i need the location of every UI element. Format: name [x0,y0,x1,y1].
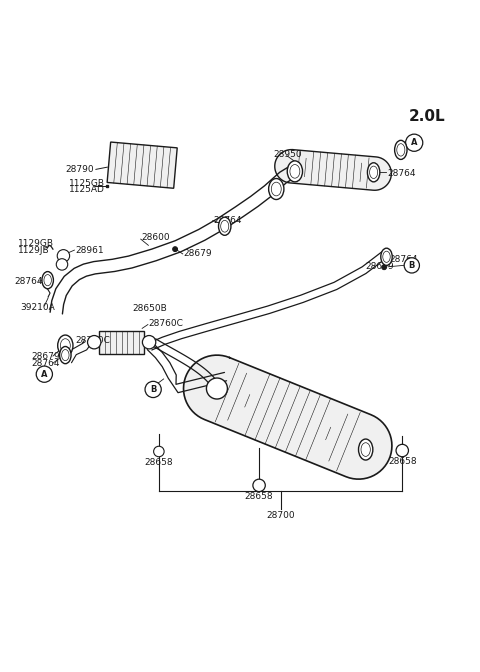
Text: 28764: 28764 [387,169,416,178]
Text: B: B [408,261,415,270]
Text: 28760C: 28760C [75,336,110,345]
Text: 28600: 28600 [141,233,170,242]
Text: 28658: 28658 [144,458,173,466]
Text: A: A [411,138,418,147]
Text: 28961: 28961 [75,245,104,255]
Circle shape [154,446,164,457]
Text: A: A [41,370,48,379]
Circle shape [173,247,178,251]
Ellipse shape [269,179,284,200]
Ellipse shape [44,275,51,286]
Polygon shape [107,142,177,188]
Ellipse shape [367,163,380,182]
Ellipse shape [290,165,300,178]
Text: 28658: 28658 [388,457,417,466]
Text: 2.0L: 2.0L [408,110,445,124]
Ellipse shape [359,439,373,460]
Text: 28658: 28658 [245,492,274,501]
Polygon shape [275,150,391,190]
Text: 28679: 28679 [31,351,60,361]
Circle shape [57,249,70,262]
Ellipse shape [397,144,405,156]
Text: 28760C: 28760C [148,319,183,328]
Text: B: B [150,385,156,394]
Text: 28764: 28764 [214,216,242,225]
Text: 1129JB: 1129JB [18,245,50,255]
Polygon shape [99,331,144,353]
Ellipse shape [60,347,71,364]
Text: 1125GB: 1125GB [69,179,105,187]
Ellipse shape [218,217,231,235]
Ellipse shape [370,166,378,179]
Text: 28764: 28764 [31,359,60,368]
Text: 1129GB: 1129GB [18,239,54,249]
Text: 28679: 28679 [365,262,394,271]
Ellipse shape [287,161,302,182]
Circle shape [36,366,52,382]
Circle shape [206,378,228,399]
Ellipse shape [42,271,53,289]
Text: 1125AD: 1125AD [69,185,105,194]
Text: 28679: 28679 [184,249,212,259]
Circle shape [396,444,408,457]
Ellipse shape [271,182,281,196]
Circle shape [143,335,156,349]
Ellipse shape [361,443,371,456]
Circle shape [253,479,265,492]
Polygon shape [183,355,392,479]
Circle shape [56,259,68,270]
Ellipse shape [395,140,407,159]
Text: 28650B: 28650B [132,304,168,313]
Ellipse shape [58,335,73,356]
Text: 28700: 28700 [266,511,295,520]
Circle shape [406,134,423,151]
Text: 28790: 28790 [65,165,94,175]
Circle shape [382,265,386,269]
Text: 28950: 28950 [274,150,302,159]
Circle shape [404,258,420,273]
Text: 28764: 28764 [389,255,418,264]
Ellipse shape [61,349,69,361]
Ellipse shape [381,248,392,265]
Text: 28764: 28764 [15,277,43,286]
Circle shape [145,381,161,398]
Ellipse shape [383,251,390,262]
Circle shape [87,335,101,349]
Text: 39210A: 39210A [21,303,55,312]
Ellipse shape [60,339,70,352]
Ellipse shape [221,220,229,232]
